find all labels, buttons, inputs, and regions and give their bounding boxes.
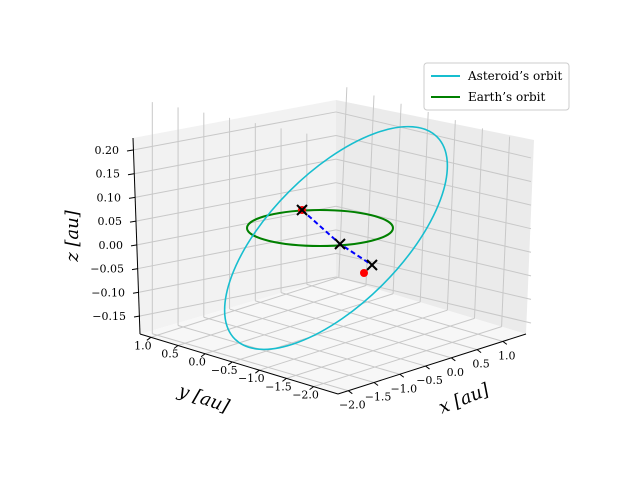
y-grid-wall [419,111,429,302]
y-tick-label: −2.0 [292,389,319,402]
z-axis-line [132,137,141,335]
x-tick [476,349,482,354]
y-grid-floor [259,309,448,371]
z-tick-label: 0.15 [96,168,121,181]
y-tick [173,345,179,349]
z-grid-right [335,135,532,183]
y-tick-label: 0.5 [161,348,179,361]
cross-marker-upper [296,204,308,216]
z-grid-left [134,158,337,198]
z-tick [132,291,140,294]
x-tick-label: −2.0 [339,399,366,412]
earth-orbit-line [246,209,394,247]
z-grid-right [335,158,532,206]
y-tick [282,377,287,382]
z-axis-label: z [au] [62,209,83,263]
z-grid-right [335,182,532,230]
z-tick [129,220,137,223]
x-tick [451,357,456,362]
tick-labels: −2.0−1.5−1.0−0.50.00.51.01.00.50.0−0.5−1… [90,144,515,412]
z-grid-right [335,229,532,277]
z-grid-left [139,276,337,317]
y-tick-label: −0.5 [211,364,238,377]
y-axis-line [139,333,339,395]
grid-lines [132,87,532,392]
z-grid-right [335,276,532,324]
y-tick [255,369,260,374]
z-tick [130,244,138,247]
x-tick-label: −1.0 [390,382,417,395]
y-tick [146,336,152,341]
z-tick [128,196,136,199]
cross-markers [296,204,378,271]
y-grid-wall [392,103,402,294]
position-dot-lower [360,269,368,277]
x-tick [425,365,430,370]
z-tick-label: 0.20 [95,144,120,157]
back-right-pane [336,100,534,334]
y-grid-floor [232,301,421,363]
z-tick-label: 0.05 [98,215,123,228]
x-axis-line [337,333,527,395]
x-tick-label: −0.5 [416,374,443,387]
tick-marks [126,149,508,395]
cross-marker-center [334,238,346,250]
z-tick-label: −0.15 [92,310,126,323]
x-tick-label: −1.5 [365,390,392,403]
z-grid-left [133,135,337,175]
y-grid-wall [501,136,511,327]
z-tick [133,315,141,318]
y-grid-floor [150,276,340,338]
cross-marker-lower [366,259,378,271]
z-grid-left [137,229,337,270]
legend-box [423,62,570,111]
axis-lines [132,137,527,395]
x-tick [399,373,405,378]
x-tick-label: 0.0 [447,366,465,379]
legend-label-earth: Earth’s orbit [468,90,545,104]
x-axis-label: x [au] [436,379,493,418]
x-tick [502,340,508,345]
z-tick [131,268,139,271]
z-tick-label: 0.00 [99,239,124,252]
z-grid-left [138,252,337,293]
z-grid-right [335,111,532,159]
x-tick-label: 1.0 [498,349,516,362]
y-grid-wall [446,120,456,311]
z-tick [126,149,134,152]
x-tick [373,382,379,386]
y-tick [309,386,314,391]
legend-label-asteroid: Asteroid’s orbit [467,69,562,83]
y-axis-label: y [au] [175,380,233,418]
x-tick-label: 0.5 [472,358,490,371]
y-tick-label: 0.0 [188,356,206,369]
z-grid-left [135,182,337,222]
legend: Asteroid’s orbit Earth’s orbit [423,62,570,111]
x-tick [348,390,353,395]
y-tick-label: −1.0 [238,372,265,385]
y-grid-floor [177,285,367,346]
back-left-pane [133,100,336,334]
y-grid-floor [313,326,502,388]
y-tick-label: −1.5 [265,380,292,393]
z-tick-label: 0.10 [97,191,122,204]
asteroid-orbit-line [223,125,449,351]
z-tick [127,173,135,176]
plot-area [223,125,449,351]
z-tick-label: −0.10 [91,286,125,299]
z-tick-label: −0.05 [90,263,124,276]
y-tick [227,361,233,366]
z-grid-left [132,111,337,151]
y-tick-label: 1.0 [134,339,152,352]
y-grid-floor [286,317,475,379]
y-tick [200,353,206,358]
